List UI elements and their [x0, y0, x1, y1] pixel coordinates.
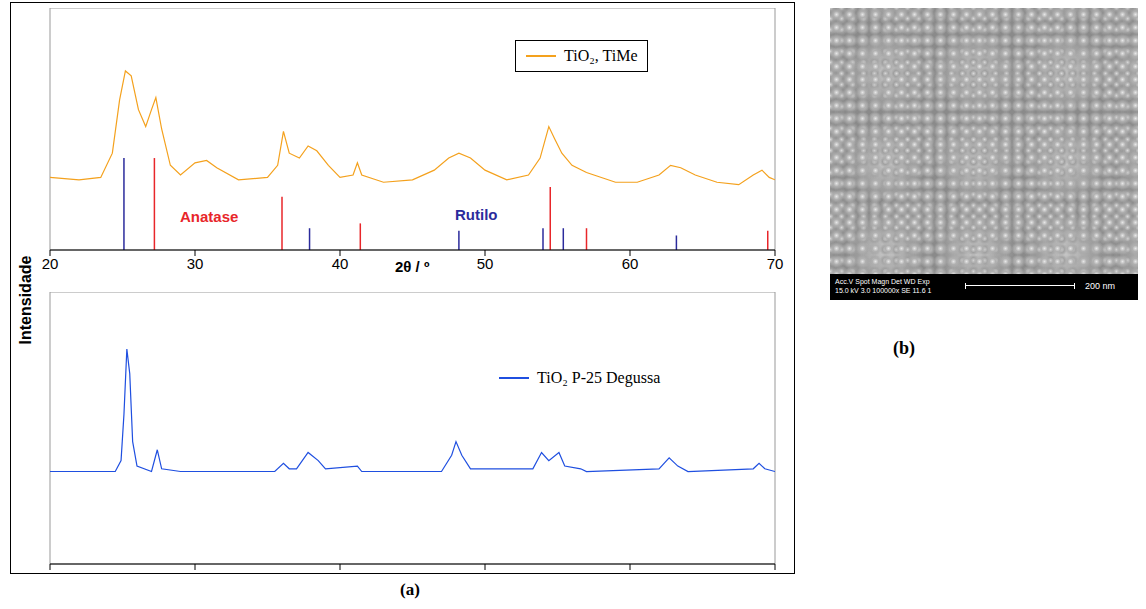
- svg-text:30: 30: [187, 255, 204, 272]
- html-text:Rutilo: Rutilo: [455, 206, 498, 223]
- html-text:TiO₂ P-25 Degussa: TiO₂ P-25 Degussa: [537, 369, 661, 386]
- svg-text:40: 40: [332, 255, 349, 272]
- svg-text:20: 20: [42, 255, 59, 272]
- svg-text:50: 50: [477, 255, 494, 272]
- html-text:15.0 kV 3.0 100000x SE 11.6 1: 15.0 kV 3.0 100000x SE 11.6 1: [835, 287, 932, 294]
- html-text:(a): (a): [400, 580, 420, 599]
- html-text:2θ / º: 2θ / º: [395, 258, 430, 275]
- svg-text:70: 70: [767, 255, 784, 272]
- svg-text:Intensidade: Intensidade: [17, 255, 34, 344]
- html-text:Acc.V Spot Magn Det WD Exp: Acc.V Spot Magn Det WD Exp: [835, 278, 930, 285]
- html-text:(b): (b): [893, 338, 915, 358]
- html-text:200 nm: 200 nm: [1085, 281, 1115, 291]
- svg-text:60: 60: [622, 255, 639, 272]
- html-text:Anatase: Anatase: [180, 208, 239, 225]
- html-text:TiO₂, TiMe: TiO₂, TiMe: [564, 47, 638, 64]
